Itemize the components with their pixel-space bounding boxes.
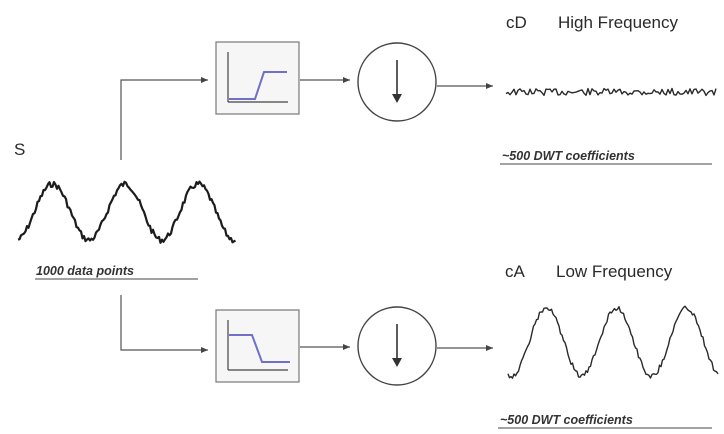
highpass-filter-block xyxy=(215,41,300,115)
lowpass-response-curve xyxy=(229,334,290,363)
high-downsample-node xyxy=(357,42,437,122)
cd-coefficients-note: ~500 DWT coefficients xyxy=(502,149,635,163)
cd-title: High Frequency xyxy=(558,13,679,32)
ca-output-wave xyxy=(507,305,719,379)
highpass-response-curve xyxy=(229,71,287,100)
down-arrow-icon xyxy=(392,324,402,367)
wire-to-highpass xyxy=(120,77,208,160)
lowpass-filter-block xyxy=(215,309,300,383)
ca-title: Low Frequency xyxy=(556,262,673,281)
wire-to-lowpass xyxy=(120,295,208,353)
down-arrow-icon xyxy=(392,60,402,103)
input-signal-wave xyxy=(17,180,236,244)
cd-output-wave xyxy=(505,87,717,97)
ca-label: cA xyxy=(505,262,526,281)
cd-label: cD xyxy=(506,13,527,32)
low-downsample-node xyxy=(357,306,437,386)
ca-coefficients-note: ~500 DWT coefficients xyxy=(500,413,633,427)
input-points-note: 1000 data points xyxy=(36,264,134,278)
input-signal-label: S xyxy=(14,140,25,159)
